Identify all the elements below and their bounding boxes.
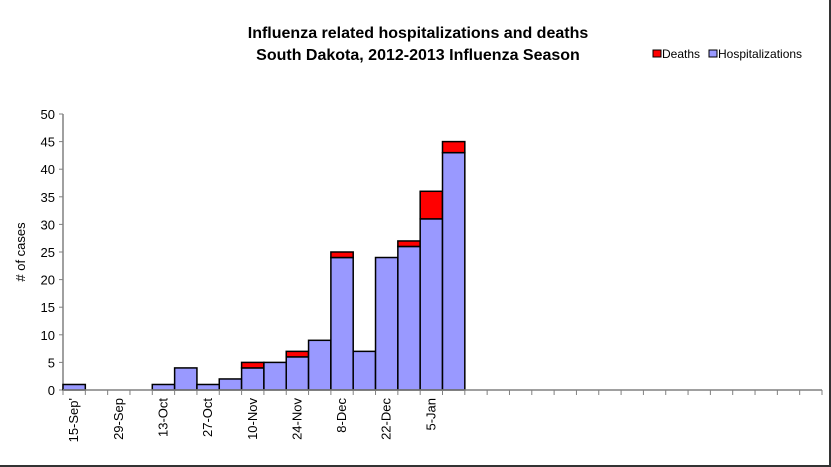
bar-deaths	[441, 140, 466, 154]
y-tick-label: 10	[41, 328, 55, 343]
x-tick-label: 10-Nov	[245, 398, 260, 440]
y-tick-label: 50	[41, 107, 55, 122]
x-tick-label: 22-Dec	[379, 398, 394, 440]
legend-label-deaths: Deaths	[662, 47, 700, 61]
bar-hospitalizations	[374, 256, 399, 391]
y-tick-label: 5	[48, 355, 55, 370]
bar-hospitalizations	[151, 383, 176, 391]
y-axis-label: # of cases	[13, 222, 28, 282]
bar-hospitalizations	[62, 383, 87, 391]
bar-hospitalizations	[307, 339, 332, 391]
bar-hospitalizations	[330, 256, 354, 391]
bar-hospitalizations	[352, 350, 377, 391]
bar-hospitalizations	[285, 356, 310, 391]
y-tick-label: 45	[41, 135, 55, 150]
chart-title-line2: South Dakota, 2012-2013 Influenza Season	[256, 47, 580, 64]
y-axis: 0 5 10 15 20 25 30 35 40 45 50	[41, 107, 64, 398]
x-tick-label: 29-Sep	[111, 398, 126, 440]
bar-hospitalizations	[441, 151, 466, 391]
bar-hospitalizations	[397, 245, 421, 391]
x-tick-label: 15-Sep'	[66, 398, 81, 442]
bar-hospitalizations	[240, 367, 265, 391]
chart-title-line1: Influenza related hospitalizations and d…	[248, 25, 589, 42]
bars	[62, 140, 466, 391]
bar-hospitalizations	[218, 378, 243, 391]
bar-hospitalizations	[173, 367, 198, 391]
bar-hospitalizations	[419, 218, 444, 391]
y-tick-label: 35	[41, 190, 55, 205]
y-tick-label: 40	[41, 162, 55, 177]
bar-deaths	[419, 190, 444, 220]
x-tick-label: 27-Oct	[200, 398, 215, 437]
legend-label-hospitalizations: Hospitalizations	[718, 47, 802, 61]
bar-deaths	[240, 361, 265, 369]
x-tick-label: 13-Oct	[155, 398, 170, 437]
bar-deaths	[330, 251, 354, 259]
x-tick-label: 5-Jan	[423, 398, 438, 431]
y-tick-label: 25	[41, 245, 55, 260]
x-axis: 15-Sep' 29-Sep 13-Oct 27-Oct 10-Nov 24-Nov 8-D…	[62, 389, 823, 442]
bar-deaths	[285, 350, 310, 358]
legend-swatch-hospitalizations	[708, 49, 718, 58]
bar-hospitalizations	[263, 361, 287, 391]
x-tick-label: 8-Dec	[334, 398, 349, 433]
bar-deaths	[397, 240, 421, 248]
y-tick-label: 30	[41, 217, 55, 232]
bar-hospitalizations	[196, 383, 221, 391]
y-tick-label: 20	[41, 273, 55, 288]
y-tick-label: 0	[48, 383, 55, 398]
legend-swatch-deaths	[652, 49, 662, 58]
x-tick-label: 24-Nov	[289, 398, 304, 440]
y-tick-label: 15	[41, 300, 55, 315]
legend: Deaths Hospitalizations	[652, 47, 802, 61]
